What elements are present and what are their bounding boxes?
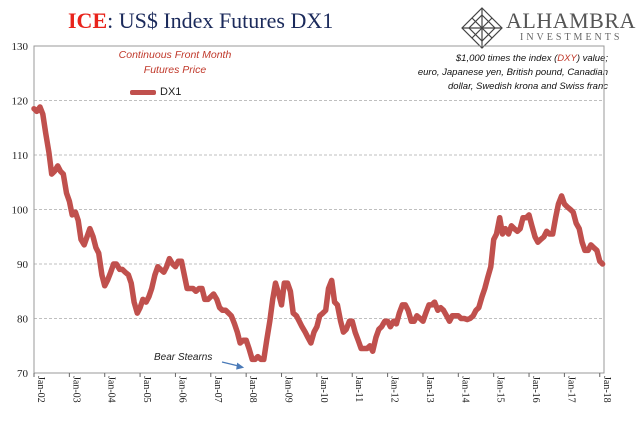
y-tick-label: 110 [12,150,29,162]
annotation-right-line1: $1,000 times the index (DXY) value; [386,52,608,66]
y-tick-label: 100 [12,205,29,217]
x-tick-label: Jan-04 [106,376,117,403]
x-tick-label: Jan-15 [495,376,506,403]
x-tick-label: Jan-13 [424,376,435,403]
x-tick-label: Jan-08 [247,376,258,403]
series-line-dx1 [31,104,606,363]
alhambra-logo: ALHAMBRA INVESTMENTS [460,6,638,50]
y-tick-label: 120 [12,96,29,108]
bear-stearns-arrow [221,361,245,370]
y-tick-label: 70 [17,368,29,380]
grid-layer [34,100,604,319]
chart-title-prefix: ICE [68,8,108,33]
y-tick-label: 80 [17,314,29,326]
y-tick-label: 130 [12,41,29,53]
annotation-left: Continuous Front Month Futures Price [100,48,250,78]
x-tick-label: Jan-10 [318,376,329,403]
chart-title: ICE: US$ Index Futures DX1 [68,8,333,34]
x-tick-label: Jan-14 [459,376,470,403]
annotation-right-line3: dollar, Swedish krona and Swiss franc [448,81,608,92]
x-tick-label: Jan-12 [389,376,400,403]
x-tick-label: Jan-11 [353,376,364,402]
x-tick-label: Jan-07 [212,376,223,403]
annotation-right: $1,000 times the index (DXY) value; euro… [386,52,608,94]
bear-stearns-arrow-head [236,362,245,370]
y-tick-label: 90 [17,259,29,271]
x-tick-label: Jan-16 [530,376,541,403]
x-tick-label: Jan-18 [601,376,612,403]
logo-name: ALHAMBRA [506,8,636,33]
bear-stearns-label: Bear Stearns [154,352,213,363]
annotation-right-line1-post: ) value; [576,53,608,64]
x-tick-label: Jan-17 [565,376,576,403]
annotation-left-line2: Futures Price [143,64,207,76]
legend-swatch [130,89,156,95]
series-layer [31,104,606,363]
legend: DX1 [130,86,181,98]
legend-label: DX1 [160,86,182,98]
diamond-lattice-icon [461,7,503,49]
chart-title-rest: : US$ Index Futures DX1 [107,8,334,33]
annotation-left-line1: Continuous Front Month [118,49,232,61]
x-tick-label: Jan-05 [141,376,152,403]
x-tick-label: Jan-06 [176,376,187,403]
x-tick-label: Jan-09 [283,376,294,403]
annotation-right-line2: euro, Japanese yen, British pound, Canad… [417,67,608,78]
annotation-right-line1-pre: $1,000 times the index ( [455,53,558,64]
plot-border [33,45,605,374]
x-tick-label: Jan-03 [70,376,81,403]
x-tick-label: Jan-02 [35,376,46,403]
logo-sub: INVESTMENTS [520,32,623,43]
axis-layer: 70 80 90 100 110 120 130 Jan-02 Jan-03 Jan-04 Jan-… [12,41,612,403]
annotation-right-dxy: DXY [557,53,577,64]
